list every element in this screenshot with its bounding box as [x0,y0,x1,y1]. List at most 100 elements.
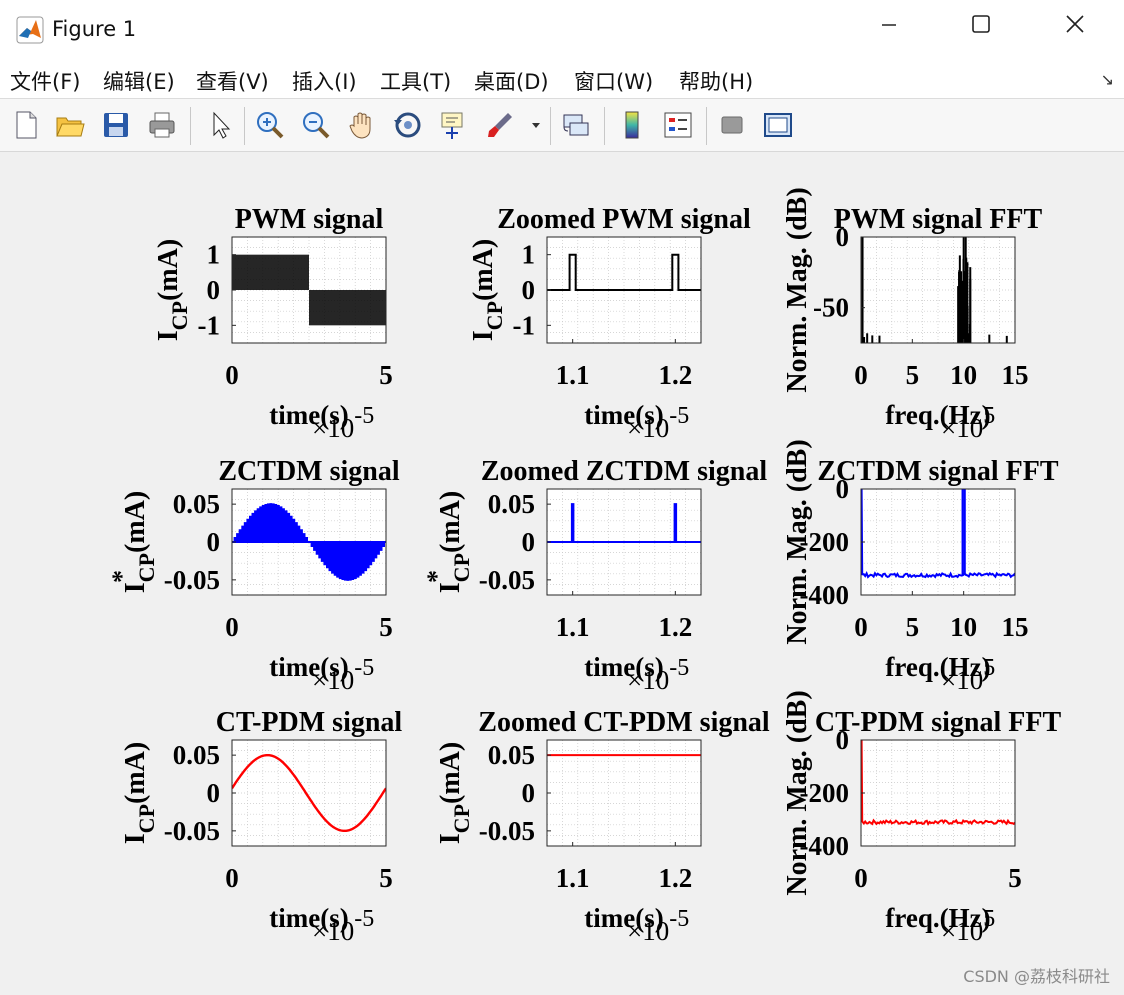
axes-frame [860,236,1016,344]
colorbar-icon[interactable] [616,109,648,141]
y-tick-label: 0.05 [488,740,535,770]
x-exponent-label: ×10-5 [312,403,374,443]
y-axis-label: ICP(mA) [153,239,192,341]
x-tick-label: 5 [1008,863,1022,893]
menu-insert[interactable]: 插入(I) [292,70,357,94]
hide-plot-tools-icon[interactable] [716,109,748,141]
menu-edit[interactable]: 编辑(E) [103,70,175,94]
y-tick-label: -200 [800,778,850,808]
menu-file[interactable]: 文件(F) [10,70,81,94]
select-arrow-icon[interactable] [204,109,236,141]
y-axis-label-group: ICP(mA) [468,239,507,341]
link-plot-icon[interactable] [560,109,592,141]
menu-tools[interactable]: 工具(T) [380,70,452,94]
subplot-title: CT-PDM signal [216,707,403,738]
y-tick-label: 0 [836,222,850,252]
title-bar: Figure 1 [0,0,1124,60]
x-tick-label: 1.1 [556,612,590,642]
y-tick-label: 0 [836,474,850,504]
open-file-icon[interactable] [54,109,86,141]
x-tick-label: 1.1 [556,863,590,893]
rotate-3d-icon[interactable] [392,109,424,141]
subplot-title: Zoomed CT-PDM signal [478,707,770,738]
pan-hand-icon[interactable] [346,109,378,141]
plot-area [547,740,701,846]
x-exponent-label: ×10-5 [312,906,374,946]
brush-dropdown-icon[interactable] [528,109,544,141]
print-icon[interactable] [146,109,178,141]
subplot-2: 1.1 1.2 1 0 -1 Zoomed PWM signal time(s)×10-5 I… [468,204,751,443]
y-tick-label: -400 [800,831,850,861]
menu-help[interactable]: 帮助(H) [679,70,754,94]
subplot-title: Zoomed ZCTDM signal [481,456,767,487]
toolbar [0,99,1124,152]
x-tick-label: 5 [906,360,920,390]
close-button[interactable] [1052,10,1098,50]
x-axis-label: time(s) [584,652,663,682]
y-axis-label: Norm. Mag. (dB) [782,439,813,644]
x-axis-label: time(s) [269,903,348,933]
zoom-in-icon[interactable] [254,109,286,141]
series-line [547,253,701,291]
y-tick-label: 0 [207,778,221,808]
data-cursor-icon[interactable] [438,109,470,141]
window-title: Figure 1 [52,17,137,41]
pwm-positive-block [232,254,309,290]
x-tick-label: 0 [854,612,868,642]
subplot-title: PWM signal [235,204,384,235]
y-tick-label: -400 [800,580,850,610]
x-exponent-label: ×105 [941,655,995,695]
dock-arrow-icon[interactable]: ↘ [1100,70,1114,89]
y-tick-label: 0 [207,527,221,557]
x-axis-label: freq.(Hz) [885,400,990,430]
save-icon[interactable] [100,109,132,141]
x-tick-label: 0 [854,863,868,893]
zoom-out-icon[interactable] [300,109,332,141]
y-tick-label: 0 [207,275,221,305]
plot-area [861,740,1015,846]
pwm-negative-block [309,290,386,326]
series-line [232,503,386,581]
menu-desktop[interactable]: 桌面(D) [474,70,549,94]
show-plot-tools-icon[interactable] [762,109,794,141]
x-tick-label: 0 [854,360,868,390]
series-line [232,754,386,832]
y-axis-label-group: Norm. Mag. (dB) [782,439,813,644]
minimize-button[interactable] [866,10,912,50]
series-line [861,740,1015,826]
subplot-9: 0 5 0 -200 -400 CT-PDM signal FFT freq.(Hz)×10… [782,690,1061,946]
matlab-logo-icon [16,16,44,44]
brush-icon[interactable] [484,109,516,141]
y-axis-star: * [107,570,136,583]
y-axis-label-group: ICP(mA) [153,239,192,341]
x-axis-label: time(s) [269,400,348,430]
y-tick-label: -1 [513,310,536,340]
x-exponent-label: ×105 [941,403,995,443]
menu-bar: 文件(F) 编辑(E) 查看(V) 插入(I) 工具(T) 桌面(D) 窗口(W… [0,60,1124,99]
subplot-title: ZCTDM signal FFT [817,456,1058,487]
new-figure-icon[interactable] [10,109,42,141]
subplot-title: CT-PDM signal FFT [815,707,1062,738]
figure-canvas: 0 5 1 0 -1 PWM signal time(s) ×10-5 ICP(mA) 1.1 1.… [0,152,1124,995]
x-tick-label: 10 [950,360,977,390]
x-exponent-label: ×10-5 [312,655,374,695]
x-axis-label: freq.(Hz) [885,903,990,933]
x-tick-label: 15 [1002,612,1029,642]
y-tick-label: 0 [522,275,536,305]
x-exponent-label: ×10-5 [627,403,689,443]
y-axis-label: ICP(mA) [468,239,507,341]
subplot-title: PWM signal FFT [834,204,1043,235]
x-tick-label: 1.2 [658,360,692,390]
legend-icon[interactable] [662,109,694,141]
y-tick-label: 0 [522,778,536,808]
maximize-button[interactable] [958,10,1004,50]
close-icon [1066,15,1084,33]
menu-window[interactable]: 窗口(W) [574,70,654,94]
y-axis-label: ICP(mA) [120,742,159,844]
y-tick-label: 1 [207,240,221,270]
subplot-6: 0 5 10 15 0 -200 -400 ZCTDM signal FFT freq.(Hz)… [782,439,1059,695]
menu-view[interactable]: 查看(V) [196,70,269,94]
